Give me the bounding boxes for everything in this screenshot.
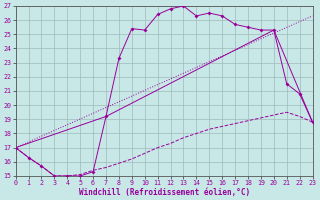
X-axis label: Windchill (Refroidissement éolien,°C): Windchill (Refroidissement éolien,°C) (78, 188, 250, 197)
